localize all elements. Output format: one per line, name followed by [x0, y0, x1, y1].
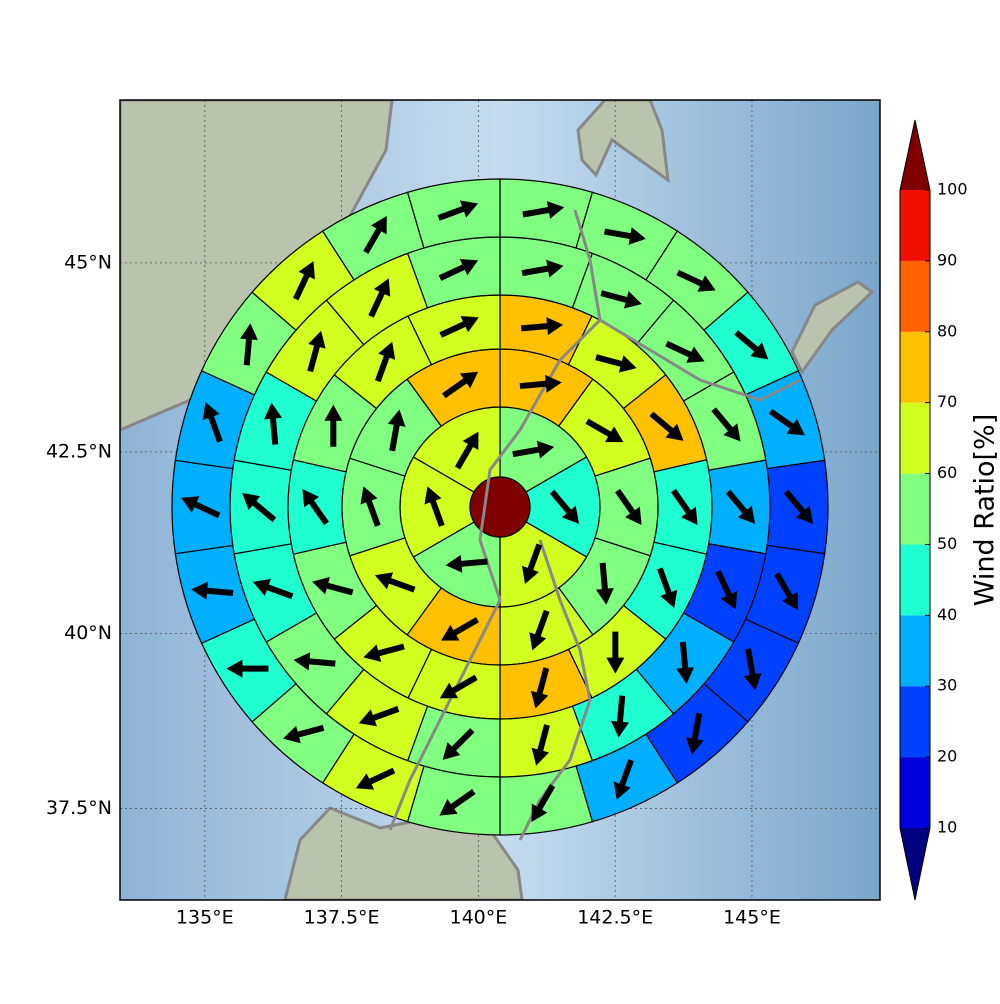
- y-tick-label: 42.5°N: [46, 440, 112, 462]
- colorbar-tick-label: 30: [937, 676, 957, 695]
- sectors: [172, 179, 828, 835]
- colorbar-tick-label: 20: [937, 747, 957, 766]
- colorbar-under: [900, 828, 930, 900]
- colorbar-bin: [900, 757, 930, 828]
- colorbar-tick-label: 100: [937, 180, 968, 199]
- x-tick-label: 142.5°E: [577, 907, 653, 929]
- colorbar-tick-label: 60: [937, 463, 957, 482]
- colorbar-over: [900, 120, 930, 190]
- y-tick-label: 45°N: [64, 251, 112, 273]
- colorbar-tick-label: 40: [937, 605, 957, 624]
- colorbar-bin: [900, 261, 930, 332]
- colorbar-tick-label: 70: [937, 392, 957, 411]
- center-circle: [470, 477, 530, 537]
- colorbar-tick-label: 80: [937, 321, 957, 340]
- colorbar-tick-label: 50: [937, 534, 957, 553]
- x-tick-label: 137.5°E: [304, 907, 380, 929]
- y-tick-label: 40°N: [64, 622, 112, 644]
- colorbar-label: Wind Ratio[%]: [970, 414, 1000, 606]
- x-tick-label: 140°E: [449, 907, 507, 929]
- colorbar-tick-label: 10: [937, 818, 957, 837]
- colorbar-bin: [900, 474, 930, 545]
- colorbar-tick-label: 90: [937, 250, 957, 269]
- x-tick-label: 145°E: [723, 907, 781, 929]
- colorbar-bin: [900, 332, 930, 403]
- y-tick-label: 37.5°N: [46, 797, 112, 819]
- colorbar-bin: [900, 686, 930, 757]
- colorbar-bin: [900, 190, 930, 261]
- colorbar: 10 20 30 40 50 60 70 80 90 100: [900, 120, 968, 900]
- colorbar-bin: [900, 403, 930, 474]
- x-tick-label: 135°E: [176, 907, 234, 929]
- colorbar-bin: [900, 615, 930, 686]
- colorbar-bin: [900, 544, 930, 615]
